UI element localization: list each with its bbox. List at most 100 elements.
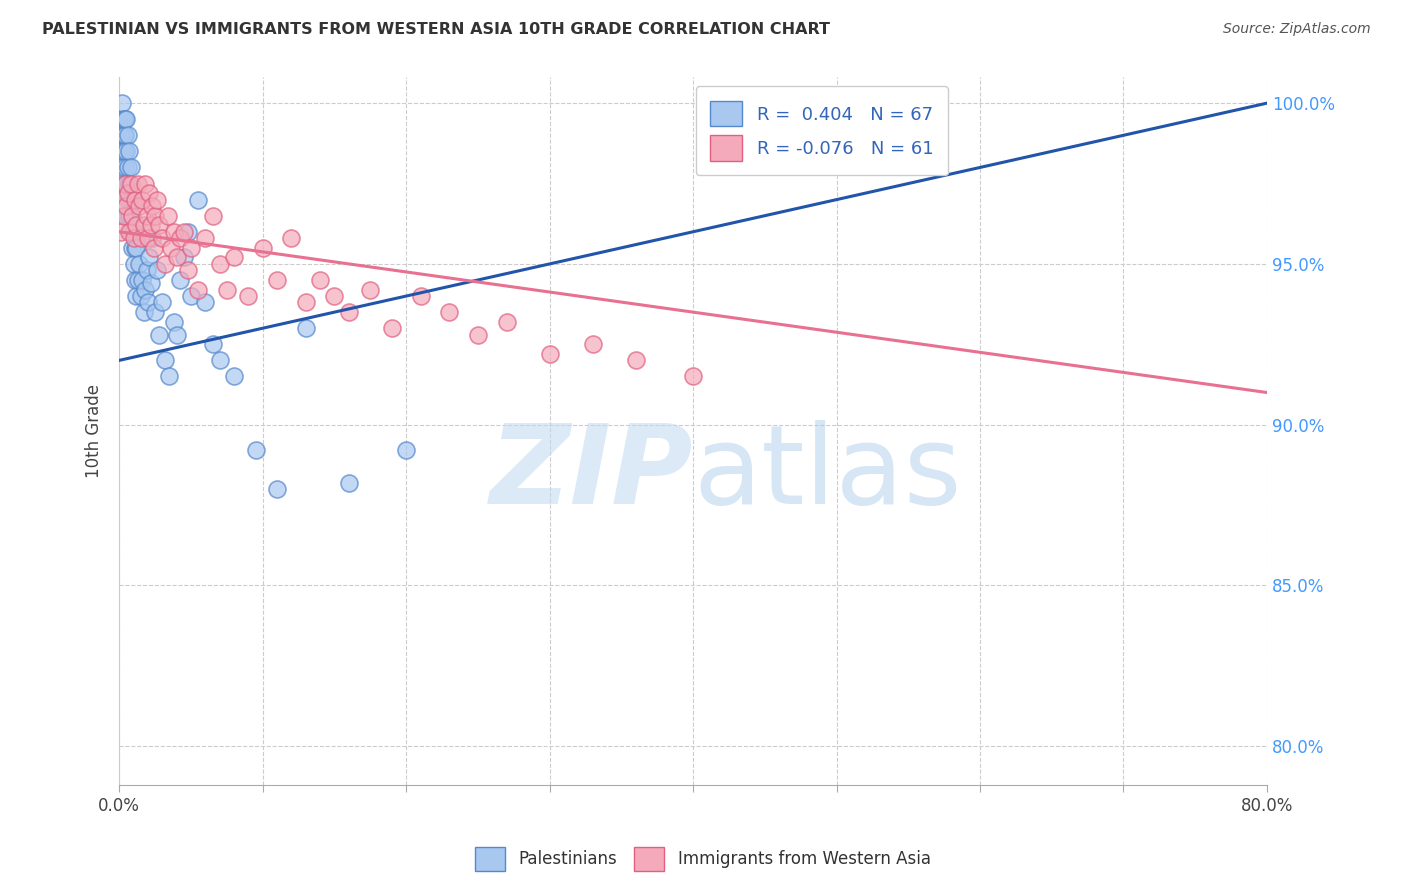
Point [194, 231, 217, 245]
Point [138, 186, 160, 201]
Point [252, 241, 274, 255]
Point [112, 145, 135, 159]
Point [135, 263, 157, 277]
Point [294, 295, 316, 310]
Point [201, 209, 224, 223]
Point [111, 112, 134, 127]
Point [245, 443, 267, 458]
Point [136, 231, 159, 245]
Point [624, 353, 647, 368]
Point [117, 186, 139, 201]
Point [173, 225, 195, 239]
Point [173, 251, 195, 265]
Point [115, 199, 138, 213]
Point [163, 225, 186, 239]
Point [266, 482, 288, 496]
Point [112, 128, 135, 143]
Legend: R =  0.404   N = 67, R = -0.076   N = 61: R = 0.404 N = 67, R = -0.076 N = 61 [696, 87, 948, 176]
Point [131, 273, 153, 287]
Point [127, 177, 149, 191]
Point [120, 193, 142, 207]
Point [112, 209, 135, 223]
Text: PALESTINIAN VS IMMIGRANTS FROM WESTERN ASIA 10TH GRADE CORRELATION CHART: PALESTINIAN VS IMMIGRANTS FROM WESTERN A… [42, 22, 830, 37]
Point [222, 369, 245, 384]
Point [128, 257, 150, 271]
Point [222, 251, 245, 265]
Point [139, 276, 162, 290]
Point [134, 283, 156, 297]
Point [121, 209, 143, 223]
Point [337, 305, 360, 319]
Point [159, 369, 181, 384]
Point [169, 273, 191, 287]
Point [215, 283, 238, 297]
Point [143, 305, 166, 319]
Point [142, 241, 165, 255]
Point [495, 315, 517, 329]
Point [169, 231, 191, 245]
Point [138, 251, 160, 265]
Point [122, 225, 145, 239]
Point [110, 128, 132, 143]
Point [120, 225, 142, 239]
Point [129, 289, 152, 303]
Point [114, 161, 136, 175]
Point [120, 177, 142, 191]
Point [114, 177, 136, 191]
Point [120, 161, 142, 175]
Point [115, 177, 138, 191]
Point [117, 128, 139, 143]
Point [131, 193, 153, 207]
Text: ZIP: ZIP [489, 420, 693, 527]
Point [112, 177, 135, 191]
Point [160, 241, 183, 255]
Point [208, 257, 231, 271]
Point [266, 273, 288, 287]
Text: atlas: atlas [693, 420, 962, 527]
Point [117, 161, 139, 175]
Point [129, 231, 152, 245]
Point [115, 112, 138, 127]
Point [395, 443, 418, 458]
Point [121, 241, 143, 255]
Point [124, 193, 146, 207]
Point [132, 305, 155, 319]
Point [122, 257, 145, 271]
Y-axis label: 10th Grade: 10th Grade [86, 384, 103, 478]
Point [122, 231, 145, 245]
Point [150, 295, 173, 310]
Point [125, 219, 148, 233]
Point [323, 289, 346, 303]
Point [153, 257, 176, 271]
Point [118, 209, 141, 223]
Point [124, 241, 146, 255]
Point [143, 209, 166, 223]
Point [111, 193, 134, 207]
Point [294, 321, 316, 335]
Point [238, 289, 260, 303]
Point [121, 209, 143, 223]
Point [148, 327, 170, 342]
Point [127, 273, 149, 287]
Point [145, 263, 167, 277]
Point [115, 145, 138, 159]
Point [118, 225, 141, 239]
Point [110, 161, 132, 175]
Point [145, 193, 167, 207]
Text: Source: ZipAtlas.com: Source: ZipAtlas.com [1223, 22, 1371, 37]
Point [136, 295, 159, 310]
Point [139, 219, 162, 233]
Point [153, 353, 176, 368]
Point [150, 231, 173, 245]
Point [111, 96, 134, 111]
Point [134, 177, 156, 191]
Point [115, 209, 138, 223]
Point [132, 219, 155, 233]
Point [280, 231, 302, 245]
Point [157, 209, 180, 223]
Legend: Palestinians, Immigrants from Western Asia: Palestinians, Immigrants from Western As… [467, 839, 939, 880]
Point [177, 263, 200, 277]
Point [682, 369, 704, 384]
Point [187, 283, 209, 297]
Point [194, 295, 217, 310]
